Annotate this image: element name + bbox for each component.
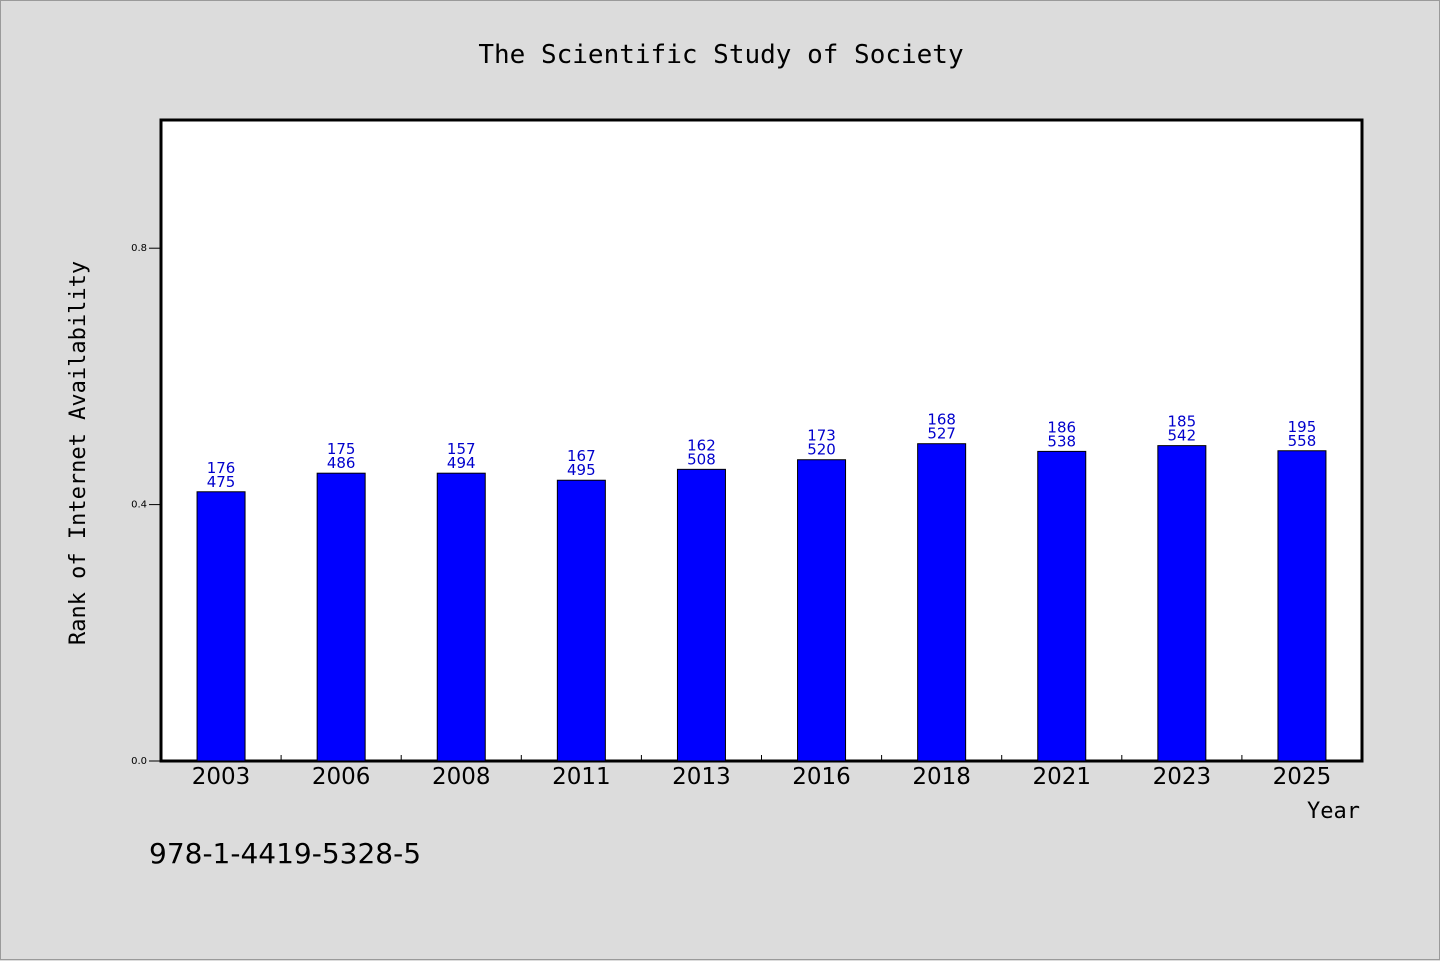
bar-2023 xyxy=(1157,445,1207,762)
data-label-top-2023: 185 xyxy=(1168,413,1197,431)
x-axis: 2003 2006 2008 2011 2013 2016 2018 2021 2023 2025 xyxy=(192,755,1331,790)
y-tick-label-1: 0.4 xyxy=(131,500,147,511)
x-tick-label-2025: 2025 xyxy=(1273,764,1332,790)
x-tick-label-2016: 2016 xyxy=(792,764,851,790)
data-label-top-2025: 195 xyxy=(1288,418,1317,436)
x-tick-label-2018: 2018 xyxy=(912,764,971,790)
y-axis: 0.0 0.4 0.8 xyxy=(131,243,161,767)
data-label-bottom-2013: 508 xyxy=(687,450,716,468)
x-axis-label: Year xyxy=(1307,799,1360,824)
bar-2018 xyxy=(917,443,967,762)
y-axis-label: Rank of Internet Availability xyxy=(66,261,91,645)
data-label-top-2008: 157 xyxy=(447,440,476,458)
x-tick-label-2003: 2003 xyxy=(192,764,251,790)
y-tick-label-2: 0.8 xyxy=(131,243,147,254)
x-tick-label-2008: 2008 xyxy=(432,764,491,790)
data-label-bottom-2011: 495 xyxy=(567,461,596,479)
bar-2021 xyxy=(1037,450,1087,762)
data-label-top-2018: 168 xyxy=(927,411,956,429)
x-tick-label-2023: 2023 xyxy=(1153,764,1212,790)
data-label-bottom-2016: 520 xyxy=(807,441,836,459)
data-label-top-2006: 175 xyxy=(327,440,356,458)
data-label-bottom-2006: 486 xyxy=(327,454,356,472)
data-label-top-2011: 167 xyxy=(567,447,596,465)
x-tick-label-2006: 2006 xyxy=(312,764,371,790)
bar-2006 xyxy=(316,472,366,762)
data-label-top-2016: 173 xyxy=(807,427,836,445)
bar-2025 xyxy=(1277,450,1327,762)
data-label-bottom-2018: 527 xyxy=(927,425,956,443)
data-label-bottom-2008: 494 xyxy=(447,454,476,472)
isbn-text: 978-1-4419-5328-5 xyxy=(149,837,421,870)
bar-2003 xyxy=(196,491,246,762)
x-tick-label-2013: 2013 xyxy=(672,764,731,790)
data-label-bottom-2003: 475 xyxy=(207,473,236,491)
data-label-bottom-2025: 558 xyxy=(1288,432,1317,450)
data-label-bottom-2023: 542 xyxy=(1168,427,1197,445)
data-label-top-2013: 162 xyxy=(687,436,716,454)
data-label-top-2003: 176 xyxy=(207,459,236,477)
x-tick-label-2021: 2021 xyxy=(1032,764,1091,790)
bar-2016 xyxy=(797,459,847,762)
bar-2013 xyxy=(676,468,726,762)
bars-group xyxy=(196,443,1327,762)
x-tick-label-2011: 2011 xyxy=(552,764,611,790)
data-label-bottom-2021: 538 xyxy=(1047,432,1076,450)
y-tick-label-0: 0.0 xyxy=(131,756,147,767)
bar-2011 xyxy=(556,479,606,762)
data-label-top-2021: 186 xyxy=(1047,418,1076,436)
bar-2008 xyxy=(436,472,486,762)
chart-title: The Scientific Study of Society xyxy=(478,40,963,70)
